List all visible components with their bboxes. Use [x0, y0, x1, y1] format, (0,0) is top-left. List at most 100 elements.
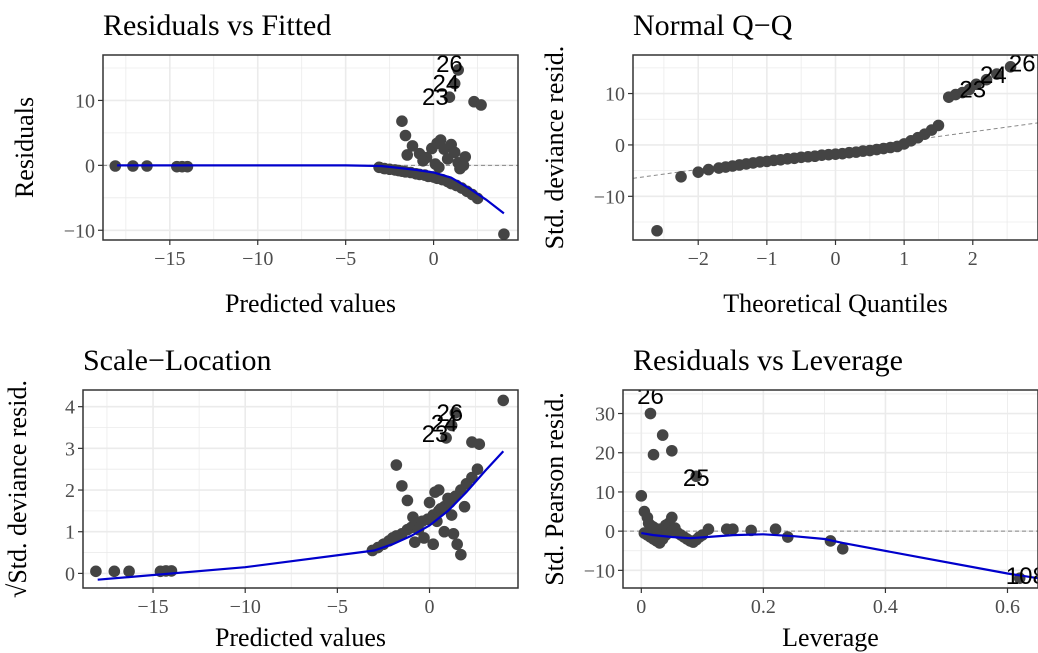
data-point [651, 224, 663, 237]
data-point [445, 419, 458, 432]
data-point [458, 500, 471, 513]
x-tick-label: 0.2 [751, 596, 776, 618]
data-point [427, 538, 440, 551]
x-tick-label: −5 [335, 248, 356, 270]
y-axis-label: √Std. deviance resid. [3, 380, 32, 598]
data-point [656, 429, 669, 441]
data-point [396, 115, 408, 128]
x-tick-label: −10 [230, 596, 261, 618]
y-tick-label: 10 [605, 84, 625, 106]
data-point [702, 163, 715, 176]
panel-border [622, 389, 1038, 589]
x-axis-label: Theoretical Quantiles [723, 289, 948, 318]
data-point [836, 542, 849, 555]
data-point [745, 524, 757, 537]
point-label: 24 [433, 71, 460, 98]
data-point [473, 438, 486, 450]
x-tick-label: −10 [242, 248, 273, 270]
y-tick-label: −10 [64, 220, 95, 242]
data-point [443, 91, 456, 103]
panel-background [83, 390, 518, 588]
data-point [438, 525, 451, 538]
data-point [109, 160, 122, 172]
data-point [165, 565, 178, 577]
data-point [475, 99, 487, 111]
data-point [390, 459, 403, 471]
data-point [970, 78, 983, 91]
data-points [651, 61, 1017, 237]
data-point [644, 407, 657, 420]
data-point [448, 146, 461, 159]
data-point [932, 119, 945, 132]
x-tick-label: 0 [429, 248, 439, 270]
y-tick-label: 10 [75, 90, 95, 112]
x-tick-label: 0 [831, 248, 841, 270]
y-tick-label: 2 [65, 480, 75, 502]
data-point [449, 407, 462, 419]
y-tick-label: 20 [595, 443, 615, 465]
x-tick-label: 0.6 [995, 596, 1020, 618]
smooth-line [641, 532, 1038, 580]
data-point [781, 531, 794, 543]
x-tick-label: −2 [688, 248, 709, 270]
y-axis-label: Std. Pearson resid. [540, 392, 569, 586]
plot-title: Residuals vs Fitted [103, 9, 331, 42]
data-point [666, 525, 678, 537]
x-axis-label: Leverage [782, 623, 879, 652]
data-point [399, 129, 412, 142]
data-point [417, 155, 429, 167]
y-axis-label: Std. deviance resid. [540, 46, 569, 250]
data-point [447, 528, 460, 540]
data-point [980, 73, 993, 86]
y-tick-label: 1 [65, 522, 75, 544]
data-point [401, 149, 414, 161]
y-tick-label: 0 [605, 521, 615, 543]
point-labels: 26 25 108 [637, 390, 1038, 590]
data-point [408, 536, 421, 548]
data-point [498, 228, 510, 240]
point-label: 23 [422, 421, 449, 448]
x-tick-label: 0 [636, 596, 646, 618]
data-point [448, 77, 461, 90]
point-label: 26 [1009, 51, 1036, 78]
x-axis-label: Predicted values [225, 289, 396, 318]
point-label: 23 [959, 76, 986, 103]
data-point [452, 64, 465, 76]
y-axis-label: Residuals [10, 97, 39, 198]
x-tick-label: 0.4 [873, 596, 898, 618]
data-point [675, 170, 687, 183]
point-label: 26 [436, 400, 463, 427]
panel-background [623, 390, 1038, 588]
data-point [466, 471, 478, 484]
data-point [423, 496, 436, 509]
y-tick-label: 30 [595, 404, 615, 426]
smooth-line [97, 450, 505, 581]
x-tick-label: −15 [154, 248, 185, 270]
data-point [123, 565, 135, 578]
y-tick-label: −10 [584, 560, 615, 582]
x-tick-label: −5 [327, 596, 348, 618]
data-point [455, 548, 467, 561]
data-point [401, 494, 414, 507]
y-tick-label: 0 [85, 155, 95, 177]
data-point [442, 492, 454, 505]
data-point [418, 532, 430, 544]
data-point [451, 538, 463, 551]
data-point [440, 432, 452, 444]
data-point [727, 523, 739, 535]
point-label: 23 [422, 84, 449, 111]
x-tick-label: −1 [756, 248, 777, 270]
x-tick-label: 2 [968, 248, 978, 270]
point-label: 24 [980, 62, 1007, 89]
point-label: 108 [1006, 563, 1038, 590]
y-tick-label: 0 [65, 563, 75, 585]
data-point [432, 484, 445, 496]
x-axis-label: Predicted values [215, 623, 386, 652]
data-point [108, 565, 121, 578]
panel-p4: 26 25 108 0 0.2 0.4 0.6 −10 0 10 20 30 Residuals vs … [540, 344, 1038, 652]
